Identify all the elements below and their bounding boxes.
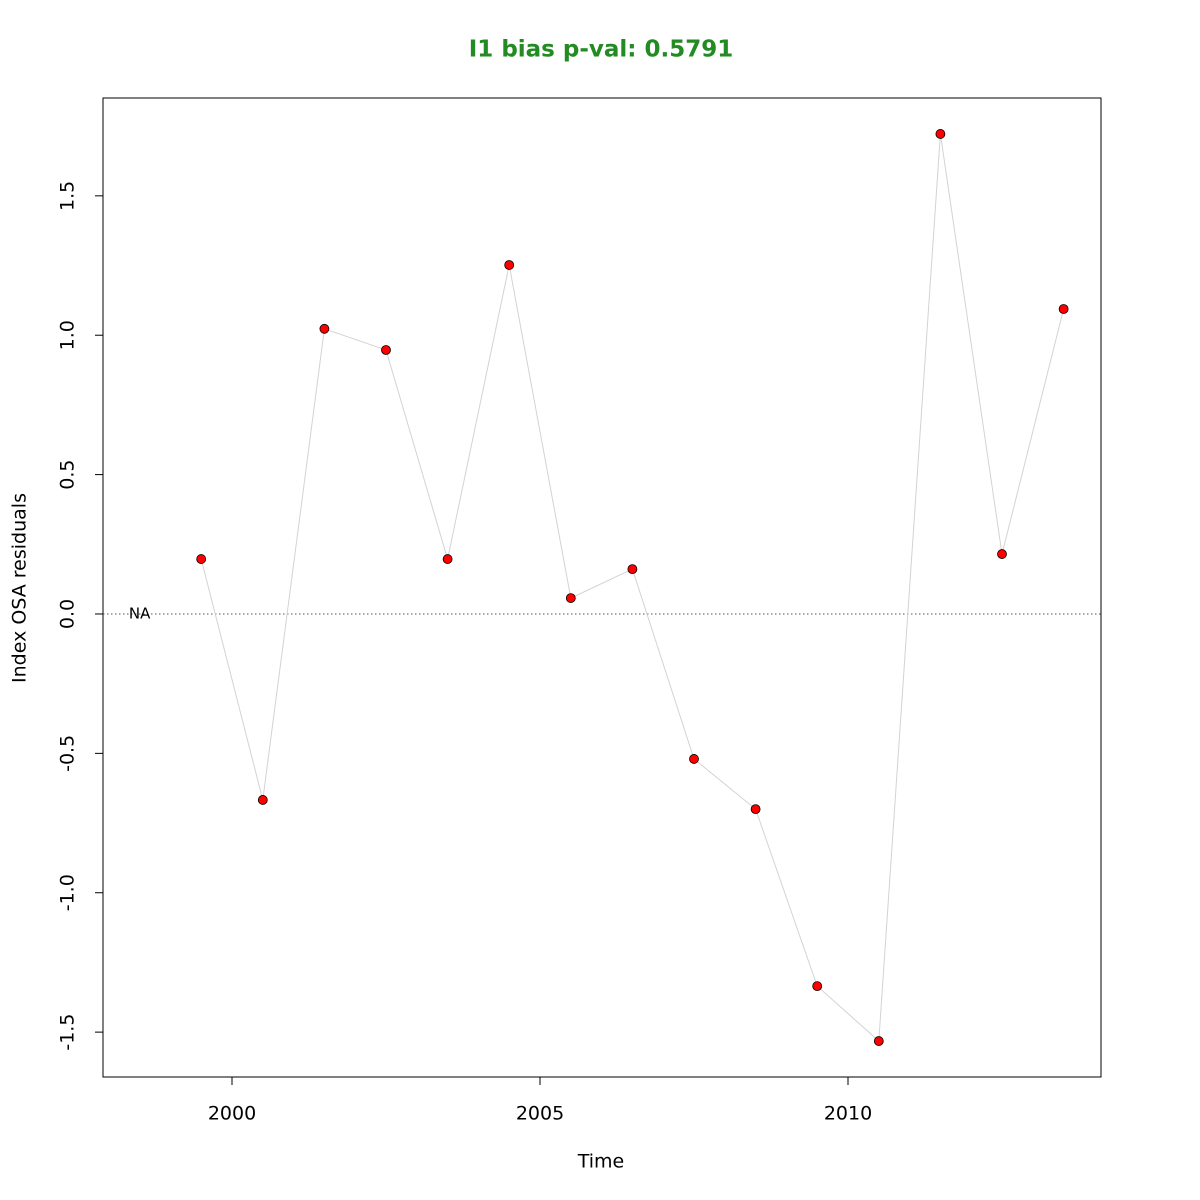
data-point <box>812 981 823 992</box>
data-point <box>319 323 330 334</box>
data-point <box>750 804 761 815</box>
y-tick-label: -1.5 <box>57 1014 79 1051</box>
chart-title: I1 bias p-val: 0.5791 <box>469 37 734 63</box>
y-tick-label: -0.5 <box>57 735 79 772</box>
data-point <box>565 593 576 603</box>
x-axis-title: Time <box>577 1151 625 1173</box>
x-tick-label: 2010 <box>824 1103 872 1125</box>
data-point <box>196 554 207 564</box>
data-point <box>381 345 391 355</box>
plot-frame <box>102 97 1102 1078</box>
y-tick-label: 1.0 <box>57 320 79 350</box>
data-point <box>1058 304 1069 314</box>
x-tick-label: 2005 <box>516 1103 564 1125</box>
y-tick-label: 0.5 <box>57 459 79 489</box>
y-tick-label: -1.0 <box>57 874 79 911</box>
x-tick-label: 2000 <box>208 1103 256 1125</box>
data-point <box>873 1036 884 1046</box>
y-tick-label: 0.0 <box>57 599 79 629</box>
annotation: NA <box>129 604 151 622</box>
data-point <box>627 564 638 575</box>
series-line <box>200 133 1065 1043</box>
data-point <box>689 754 699 764</box>
data-point <box>257 795 268 805</box>
data-point <box>935 129 946 139</box>
y-axis-title: Index OSA residuals <box>9 493 31 683</box>
y-tick-label: 1.5 <box>57 181 79 211</box>
data-point <box>997 549 1007 559</box>
data-point <box>504 260 515 270</box>
data-point <box>442 554 453 564</box>
